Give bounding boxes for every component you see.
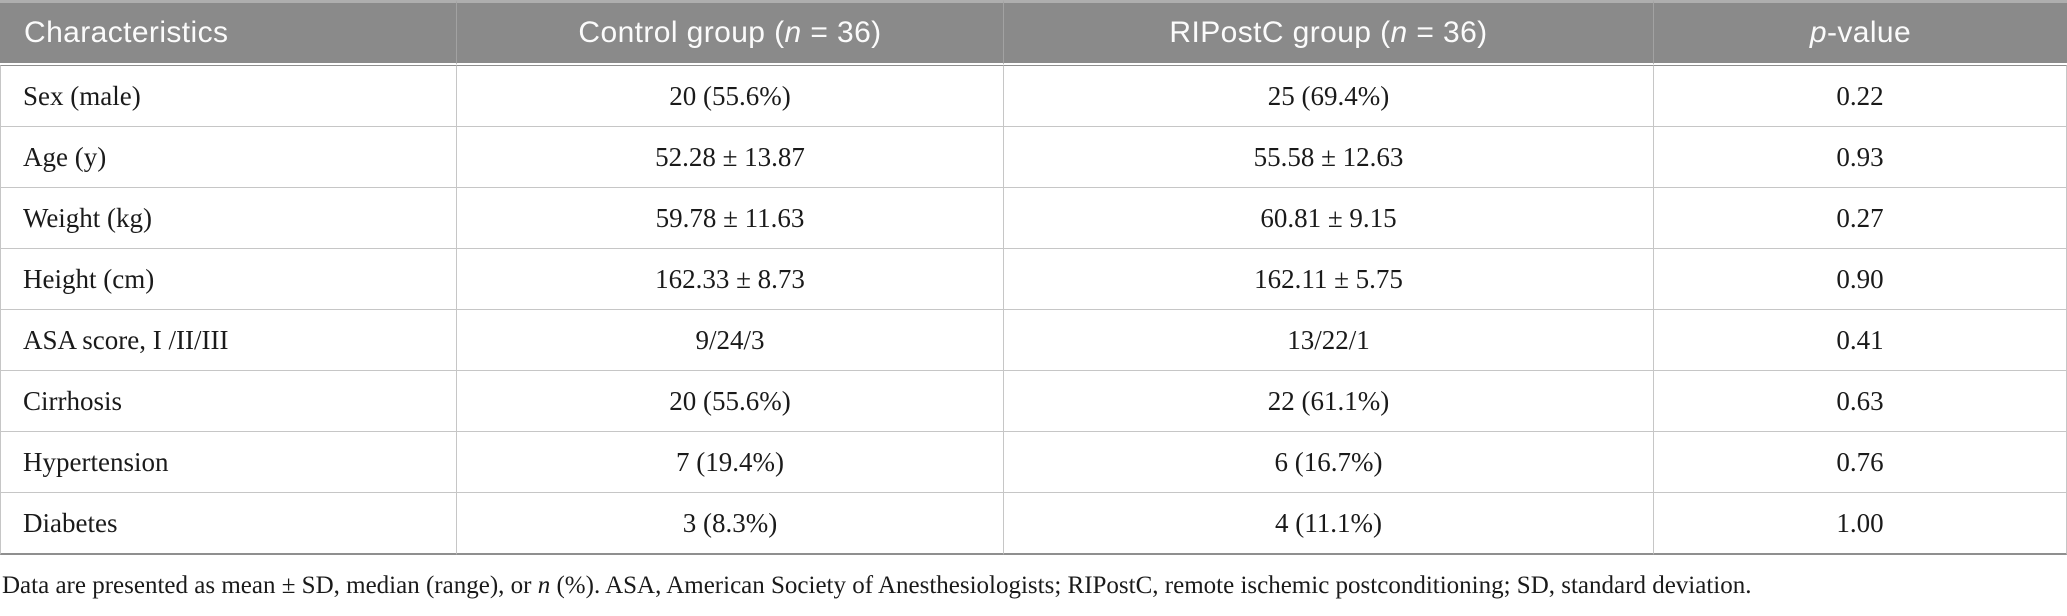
table-row-sex: Sex (male) 20 (55.6%) 25 (69.4%) 0.22 <box>0 65 2067 127</box>
italic-n: n <box>537 572 551 599</box>
row-label-cell: Diabetes <box>0 493 456 555</box>
table-row-age: Age (y) 52.28 ± 13.87 55.58 ± 12.63 0.93 <box>0 127 2067 188</box>
row-label-cell: Cirrhosis <box>0 371 456 432</box>
table-body: Sex (male) 20 (55.6%) 25 (69.4%) 0.22 Ag… <box>0 65 2067 555</box>
col-header-p-value: p-value <box>1653 0 2067 65</box>
control-value-cell: 20 (55.6%) <box>456 65 1003 127</box>
table-row-weight: Weight (kg) 59.78 ± 11.63 60.81 ± 9.15 0… <box>0 188 2067 249</box>
table-row-cirrhosis: Cirrhosis 20 (55.6%) 22 (61.1%) 0.63 <box>0 371 2067 432</box>
col-header-ripostc-group: RIPostC group (n = 36) <box>1003 0 1653 65</box>
table-row-asa-score: ASA score, I /II/III 9/24/3 13/22/1 0.41 <box>0 310 2067 371</box>
p-value-cell: 1.00 <box>1653 493 2067 555</box>
control-value-cell: 52.28 ± 13.87 <box>456 127 1003 188</box>
table-row-hypertension: Hypertension 7 (19.4%) 6 (16.7%) 0.76 <box>0 432 2067 493</box>
p-value-cell: 0.22 <box>1653 65 2067 127</box>
ripostc-value-cell: 6 (16.7%) <box>1003 432 1653 493</box>
table-row-diabetes: Diabetes 3 (8.3%) 4 (11.1%) 1.00 <box>0 493 2067 555</box>
p-value-cell: 0.41 <box>1653 310 2067 371</box>
p-value-cell: 0.90 <box>1653 249 2067 310</box>
italic-n: n <box>784 16 802 49</box>
row-label-cell: Height (cm) <box>0 249 456 310</box>
ripostc-value-cell: 4 (11.1%) <box>1003 493 1653 555</box>
ripostc-value-cell: 162.11 ± 5.75 <box>1003 249 1653 310</box>
table-header: Characteristics Control group (n = 36) R… <box>0 0 2067 65</box>
table-row-height: Height (cm) 162.33 ± 8.73 162.11 ± 5.75 … <box>0 249 2067 310</box>
p-value-cell: 0.76 <box>1653 432 2067 493</box>
italic-p: p <box>1809 16 1827 49</box>
col-header-characteristics: Characteristics <box>0 0 456 65</box>
row-label-cell: Sex (male) <box>0 65 456 127</box>
ripostc-value-cell: 25 (69.4%) <box>1003 65 1653 127</box>
row-label-cell: ASA score, I /II/III <box>0 310 456 371</box>
control-value-cell: 9/24/3 <box>456 310 1003 371</box>
header-row: Characteristics Control group (n = 36) R… <box>0 0 2067 65</box>
row-label-cell: Weight (kg) <box>0 188 456 249</box>
col-header-control-group: Control group (n = 36) <box>456 0 1003 65</box>
ripostc-value-cell: 13/22/1 <box>1003 310 1653 371</box>
control-value-cell: 162.33 ± 8.73 <box>456 249 1003 310</box>
ripostc-value-cell: 60.81 ± 9.15 <box>1003 188 1653 249</box>
control-value-cell: 59.78 ± 11.63 <box>456 188 1003 249</box>
italic-n: n <box>1390 16 1408 49</box>
row-label-cell: Hypertension <box>0 432 456 493</box>
col-header-characteristics-label: Characteristics <box>24 16 229 49</box>
control-value-cell: 20 (55.6%) <box>456 371 1003 432</box>
p-value-cell: 0.27 <box>1653 188 2067 249</box>
p-value-cell: 0.93 <box>1653 127 2067 188</box>
table-footnote: Data are presented as mean ± SD, median … <box>2 572 1752 599</box>
control-value-cell: 7 (19.4%) <box>456 432 1003 493</box>
p-value-cell: 0.63 <box>1653 371 2067 432</box>
control-value-cell: 3 (8.3%) <box>456 493 1003 555</box>
ripostc-value-cell: 55.58 ± 12.63 <box>1003 127 1653 188</box>
row-label-cell: Age (y) <box>0 127 456 188</box>
ripostc-value-cell: 22 (61.1%) <box>1003 371 1653 432</box>
characteristics-table: Characteristics Control group (n = 36) R… <box>0 0 2067 555</box>
